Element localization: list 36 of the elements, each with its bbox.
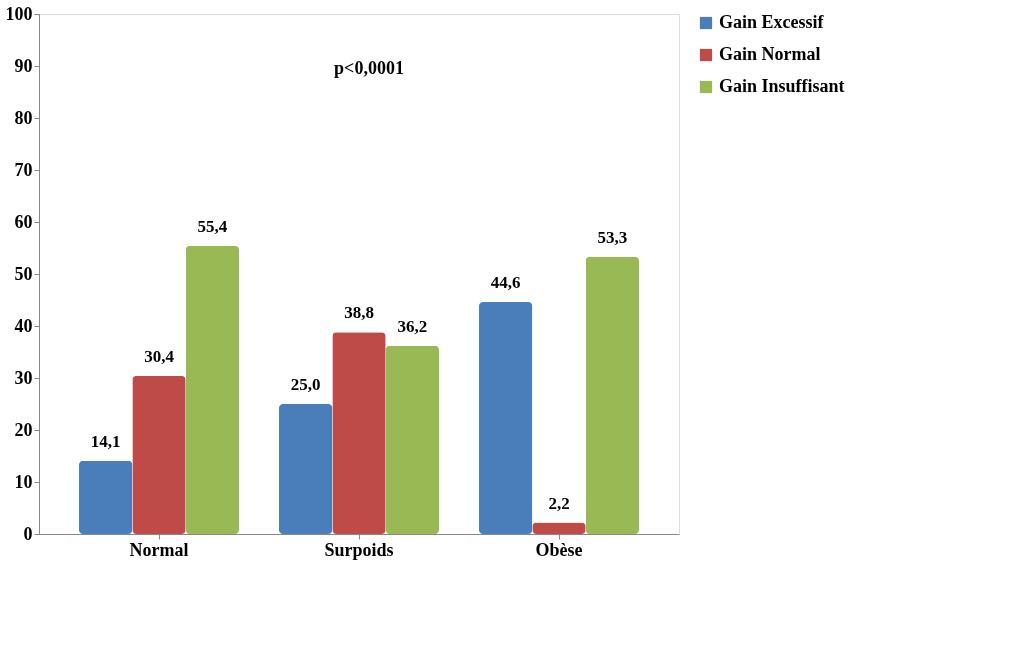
data-label: 55,4 bbox=[197, 216, 228, 236]
data-label: 36,2 bbox=[397, 316, 428, 336]
y-tick-label: 60 bbox=[14, 211, 33, 232]
y-tick-label: 70 bbox=[14, 159, 33, 180]
bar bbox=[532, 522, 586, 534]
data-label: 14,1 bbox=[90, 431, 121, 451]
bar bbox=[385, 345, 439, 534]
data-label: 38,8 bbox=[344, 303, 374, 323]
x-tick-label: Obèse bbox=[535, 539, 583, 560]
annotation: p<0,0001 bbox=[334, 58, 404, 78]
data-label: 44,6 bbox=[490, 273, 521, 293]
bar bbox=[79, 460, 133, 534]
bar bbox=[585, 256, 639, 534]
legend-label: Gain Normal bbox=[719, 44, 821, 64]
x-tick-label: Surpoids bbox=[324, 539, 394, 560]
bar bbox=[479, 302, 533, 534]
y-tick-label: 50 bbox=[14, 263, 33, 284]
y-tick-label: 0 bbox=[23, 523, 33, 544]
x-tick-label: Normal bbox=[129, 539, 189, 560]
y-tick-label: 90 bbox=[14, 55, 33, 76]
y-tick-label: 100 bbox=[5, 3, 33, 24]
y-tick-label: 30 bbox=[14, 367, 33, 388]
data-label: 30,4 bbox=[144, 346, 175, 366]
bar bbox=[132, 375, 186, 534]
bar bbox=[332, 332, 386, 534]
bar bbox=[279, 404, 333, 534]
data-label: 53,3 bbox=[597, 227, 628, 247]
y-tick-label: 20 bbox=[14, 419, 33, 440]
data-label: 25,0 bbox=[290, 375, 321, 394]
y-tick-label: 10 bbox=[14, 471, 33, 492]
bar bbox=[185, 245, 239, 534]
legend-label: Gain Insuffisant bbox=[719, 76, 845, 96]
legend-label: Gain Excessif bbox=[719, 12, 825, 32]
data-label: 2,2 bbox=[548, 493, 570, 513]
y-tick-label: 80 bbox=[14, 107, 33, 128]
y-tick-label: 40 bbox=[14, 315, 33, 336]
